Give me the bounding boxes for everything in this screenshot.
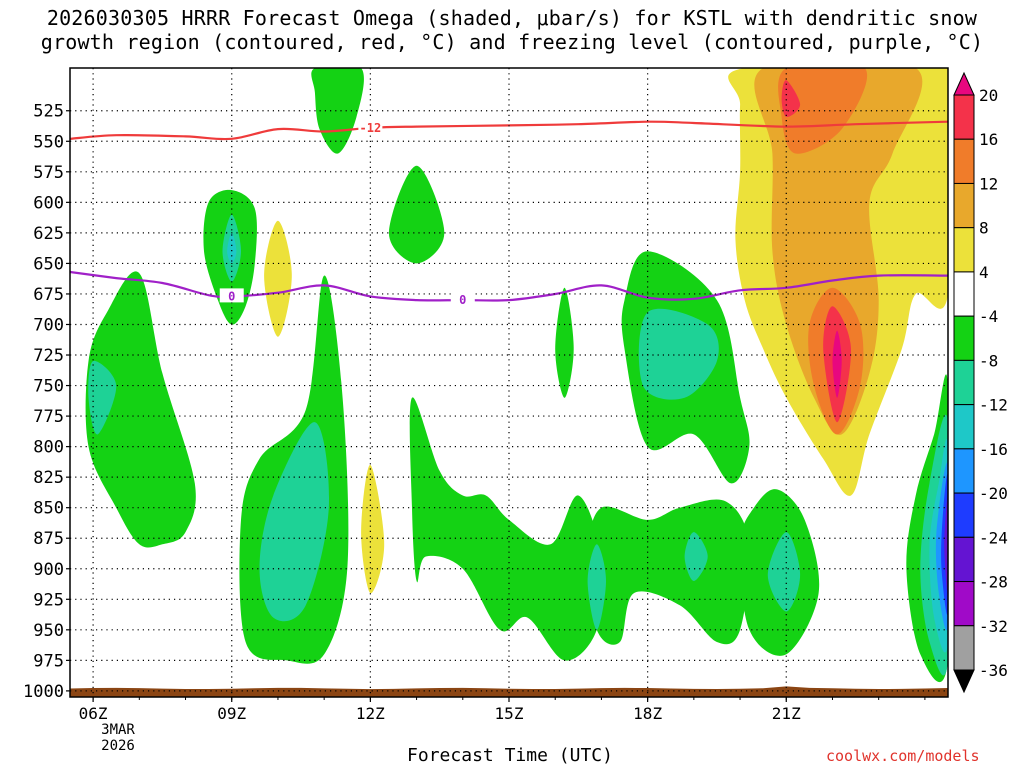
terrain-ground bbox=[70, 686, 948, 697]
y-tick-label-850: 850 bbox=[33, 499, 64, 519]
colorbar-label--24: -24 bbox=[979, 528, 1008, 547]
contour-label-1-0: 0 bbox=[228, 289, 235, 303]
colorbar-label-12: 12 bbox=[979, 174, 998, 193]
omega-region-17 bbox=[587, 544, 606, 630]
colorbar-bin-1 bbox=[953, 138, 975, 184]
colorbar-bin-11 bbox=[953, 581, 975, 627]
colorbar-label--32: -32 bbox=[979, 617, 1008, 636]
colorbar-label-8: 8 bbox=[979, 219, 989, 238]
omega-region-4 bbox=[388, 165, 445, 264]
shaded-field bbox=[70, 68, 948, 697]
y-tick-label-800: 800 bbox=[33, 438, 64, 458]
colorbar-bin-8 bbox=[953, 448, 975, 494]
colorbar-cap-top bbox=[953, 71, 975, 96]
omega-region-8 bbox=[259, 422, 330, 622]
colorbar-bin-4 bbox=[953, 271, 975, 317]
omega-region-32 bbox=[944, 494, 948, 595]
colorbar-label-16: 16 bbox=[979, 130, 998, 149]
omega-region-9 bbox=[409, 397, 603, 661]
omega-region-12 bbox=[638, 308, 719, 400]
y-tick-label-975: 975 bbox=[33, 651, 64, 671]
x-tick-label-12Z: 12Z bbox=[356, 704, 385, 723]
colorbar-bin-12 bbox=[953, 625, 975, 671]
x-tick-label-21Z: 21Z bbox=[772, 704, 801, 723]
y-tick-label-1000: 1000 bbox=[23, 682, 64, 702]
dgz-contour-line bbox=[70, 120, 948, 141]
y-tick-label-875: 875 bbox=[33, 529, 64, 549]
contour-label-bg-0-0 bbox=[358, 119, 383, 134]
x-tick-label-06Z: 06Z bbox=[79, 704, 108, 723]
contour-label-bg-1-0 bbox=[219, 288, 244, 303]
colorbar-bin-0 bbox=[953, 94, 975, 140]
y-tick-label-550: 550 bbox=[33, 132, 64, 152]
colorbar-bin-3 bbox=[953, 227, 975, 273]
x-tick-label-15Z: 15Z bbox=[495, 704, 524, 723]
y-tick-label-750: 750 bbox=[33, 377, 64, 397]
colorbar-cap-bottom bbox=[953, 669, 975, 694]
omega-region-13 bbox=[587, 499, 750, 645]
omega-region-5 bbox=[85, 271, 196, 548]
y-tick-label-575: 575 bbox=[33, 163, 64, 183]
omega-region-15 bbox=[767, 532, 801, 612]
omega-region-21 bbox=[754, 68, 923, 435]
x-axis-title: Forecast Time (UTC) bbox=[407, 745, 613, 766]
contour-label-0-0: -12 bbox=[360, 121, 382, 135]
colorbar-label--20: -20 bbox=[979, 484, 1008, 503]
y-tick-label-950: 950 bbox=[33, 621, 64, 641]
y-tick-label-825: 825 bbox=[33, 468, 64, 488]
credit-link[interactable]: coolwx.com/models bbox=[826, 747, 980, 765]
colorbar-label--4: -4 bbox=[979, 307, 998, 326]
y-tick-label-525: 525 bbox=[33, 102, 64, 122]
y-tick-label-925: 925 bbox=[33, 590, 64, 610]
y-tick-label-675: 675 bbox=[33, 285, 64, 305]
omega-region-26 bbox=[832, 330, 842, 398]
colorbar-label-20: 20 bbox=[979, 86, 998, 105]
omega-region-16 bbox=[684, 532, 708, 581]
colorbar-bin-9 bbox=[953, 492, 975, 538]
y-tick-label-775: 775 bbox=[33, 407, 64, 427]
omega-region-6 bbox=[88, 360, 117, 435]
y-tick-label-650: 650 bbox=[33, 254, 64, 274]
y-tick-label-725: 725 bbox=[33, 346, 64, 366]
colorbar-label--16: -16 bbox=[979, 440, 1008, 459]
colorbar-bin-2 bbox=[953, 182, 975, 229]
y-tick-label-700: 700 bbox=[33, 315, 64, 335]
contour-label-1-1: 0 bbox=[459, 293, 466, 307]
x-tick-label-18Z: 18Z bbox=[633, 704, 662, 723]
date-label-day: 3MAR bbox=[101, 722, 135, 738]
y-tick-label-900: 900 bbox=[33, 560, 64, 580]
colorbar-bin-5 bbox=[953, 315, 975, 361]
colorbar-label--36: -36 bbox=[979, 661, 1008, 680]
chart-title-line-2: growth region (contoured, red, °C) and f… bbox=[40, 30, 984, 54]
x-tick-label-09Z: 09Z bbox=[217, 704, 246, 723]
omega-region-10 bbox=[555, 287, 574, 398]
date-label-year: 2026 bbox=[101, 738, 135, 754]
omega-region-0 bbox=[311, 68, 364, 154]
omega-region-19 bbox=[361, 464, 385, 594]
colorbar-label--28: -28 bbox=[979, 573, 1008, 592]
colorbar-label--12: -12 bbox=[979, 396, 1008, 415]
colorbar-bin-10 bbox=[953, 536, 975, 583]
omega-region-3 bbox=[227, 232, 237, 264]
omega-region-18 bbox=[264, 220, 292, 337]
colorbar-bin-6 bbox=[953, 359, 975, 406]
colorbar-label--8: -8 bbox=[979, 351, 998, 370]
contour-label-bg-1-1 bbox=[450, 292, 475, 307]
colorbar-bin-7 bbox=[953, 404, 975, 450]
y-tick-label-600: 600 bbox=[33, 193, 64, 213]
y-tick-label-625: 625 bbox=[33, 224, 64, 244]
freezing-level-contour-line bbox=[70, 270, 948, 302]
omega-region-22 bbox=[778, 68, 867, 154]
chart-title-line-1: 2026030305 HRRR Forecast Omega (shaded, … bbox=[46, 6, 978, 30]
colorbar-label-4: 4 bbox=[979, 263, 989, 282]
